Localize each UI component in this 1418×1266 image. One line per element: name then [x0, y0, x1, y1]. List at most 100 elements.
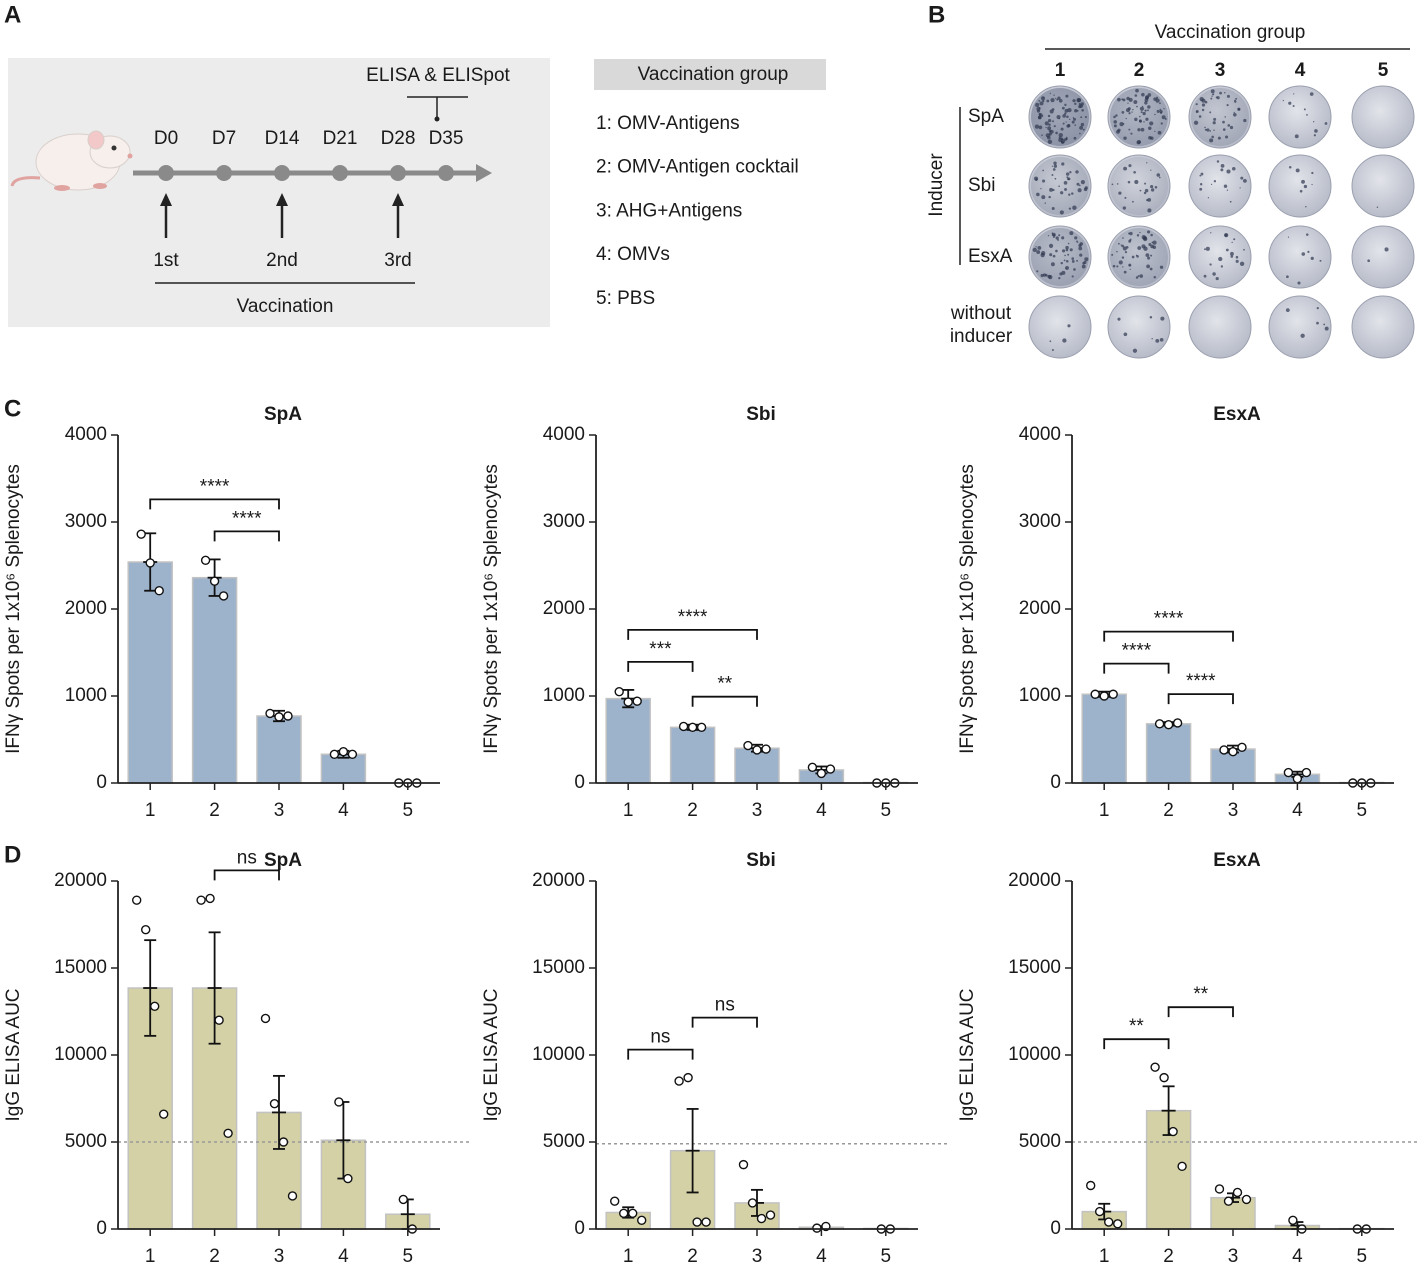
legend-item: 1: OMV-Antigens — [596, 113, 740, 134]
spot — [1073, 136, 1077, 140]
data-point — [223, 1128, 233, 1139]
spot — [1157, 130, 1162, 135]
spot — [1058, 276, 1061, 280]
significance-label: ns — [715, 995, 735, 1016]
significance-label: **** — [1122, 641, 1152, 662]
data-point — [1154, 719, 1165, 729]
row-label: SpA — [968, 106, 1004, 127]
spot — [1113, 120, 1117, 124]
spot — [1216, 96, 1220, 100]
data-point — [1288, 1215, 1298, 1226]
data-point — [1241, 1194, 1252, 1205]
spot — [1154, 130, 1156, 132]
spot — [1324, 326, 1329, 331]
data-point — [761, 744, 771, 754]
spot — [1132, 200, 1134, 203]
spot — [1223, 184, 1228, 188]
data-point — [678, 721, 689, 732]
well — [1107, 85, 1171, 149]
spot — [1206, 128, 1210, 132]
spot — [1062, 114, 1066, 118]
spot — [1135, 254, 1138, 257]
data-point — [614, 686, 624, 697]
y-tick-label: 2000 — [1019, 598, 1061, 619]
timeline-point — [390, 165, 406, 181]
data-point — [1099, 691, 1109, 701]
spot — [1199, 97, 1204, 102]
x-tick-label: 1 — [1099, 1246, 1110, 1266]
well — [1107, 154, 1171, 218]
chart-title: SpA — [264, 850, 302, 871]
significance-bracket — [213, 530, 280, 542]
spot — [1324, 122, 1328, 125]
spot — [1060, 127, 1064, 131]
spot — [1127, 180, 1131, 184]
spot — [1048, 195, 1051, 199]
spot — [1038, 99, 1041, 102]
well — [1028, 154, 1092, 218]
significance-label: **** — [678, 607, 708, 628]
bar — [256, 715, 302, 784]
dose-label: 2nd — [266, 250, 298, 271]
spot — [1306, 114, 1308, 116]
spot — [1212, 272, 1216, 276]
data-point — [752, 745, 762, 755]
chart-title: Sbi — [746, 850, 776, 871]
spot — [1041, 134, 1043, 136]
spot — [1080, 116, 1083, 119]
significance-label: **** — [1186, 671, 1216, 692]
spot — [1151, 337, 1153, 340]
spot — [1047, 114, 1051, 118]
spot — [1040, 187, 1042, 190]
data-point — [149, 1001, 160, 1011]
spot — [1231, 166, 1236, 171]
panel-label: D — [4, 841, 21, 868]
data-point — [743, 740, 753, 751]
data-point — [136, 529, 146, 539]
spot — [1131, 111, 1133, 113]
spot — [1141, 235, 1146, 240]
spot — [1139, 106, 1145, 111]
spot — [1076, 98, 1081, 103]
spot — [1288, 165, 1292, 169]
spot — [1152, 240, 1157, 245]
timeline-bracket — [407, 96, 468, 118]
spot — [1147, 105, 1151, 109]
spot — [1051, 173, 1054, 176]
well — [1351, 154, 1415, 218]
spot — [1145, 95, 1150, 100]
spot — [1129, 238, 1132, 241]
x-tick-label: 2 — [1163, 1246, 1174, 1266]
data-point — [209, 576, 220, 586]
spot — [1292, 104, 1295, 108]
data-point — [1177, 1161, 1187, 1172]
spot — [1073, 268, 1076, 271]
spot — [1201, 108, 1205, 112]
y-tick-label: 3000 — [543, 511, 585, 532]
data-point — [398, 1194, 408, 1205]
chart-title: Sbi — [746, 404, 776, 425]
bar — [320, 753, 367, 784]
y-tick-label: 4000 — [543, 424, 585, 445]
assay-label: ELISA & ELISpot — [366, 65, 510, 86]
spot — [1314, 129, 1318, 133]
spot — [1077, 188, 1082, 193]
spot — [1199, 174, 1202, 177]
spot — [1209, 263, 1212, 266]
spot — [1053, 164, 1057, 168]
spot — [1149, 315, 1153, 319]
spot — [1128, 112, 1131, 115]
spot — [1217, 136, 1221, 140]
data-point — [214, 1015, 224, 1025]
spot — [1084, 186, 1088, 190]
vaccination-label: Vaccination — [237, 296, 334, 317]
spot — [1117, 97, 1121, 102]
spot — [1082, 262, 1085, 265]
spot — [1077, 241, 1079, 243]
spot — [1142, 111, 1146, 116]
y-tick-label: 0 — [96, 772, 107, 793]
spot — [1144, 98, 1149, 102]
x-tick-label: 5 — [881, 1246, 892, 1266]
x-tick-label: 1 — [1099, 800, 1110, 821]
